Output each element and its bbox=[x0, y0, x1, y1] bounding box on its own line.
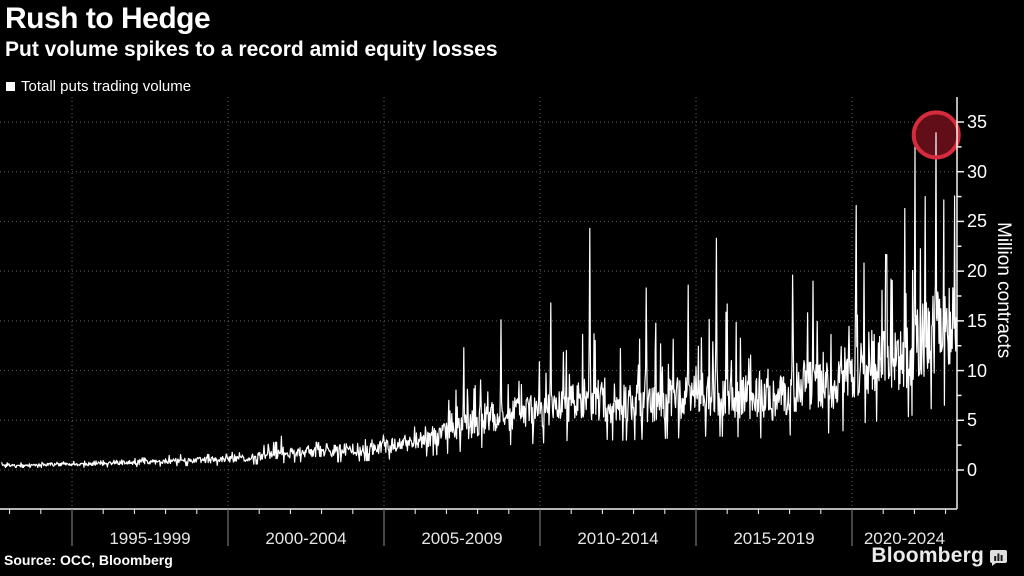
y-tick-label: 35 bbox=[967, 111, 988, 132]
chart-axes bbox=[0, 97, 964, 546]
x-period-label: 2015-2019 bbox=[733, 529, 815, 548]
chart-subtitle: Put volume spikes to a record amid equit… bbox=[5, 38, 498, 61]
y-tick-label: 30 bbox=[967, 161, 988, 182]
record-highlight-circle bbox=[911, 110, 961, 160]
legend-series-label: Totall puts trading volume bbox=[21, 78, 192, 95]
y-tick-label: 15 bbox=[967, 310, 988, 331]
bloomberg-chart-bubble-icon bbox=[990, 550, 1007, 566]
y-axis-title: Million contracts bbox=[993, 222, 1014, 359]
y-tick-label: 10 bbox=[967, 360, 988, 381]
y-tick-label: 5 bbox=[967, 410, 978, 431]
chart-legend: Totall puts trading volume bbox=[6, 78, 191, 95]
chart-gridlines bbox=[0, 97, 957, 508]
x-period-label: 2020-2024 bbox=[863, 529, 946, 548]
x-period-label: 2005-2009 bbox=[421, 529, 503, 548]
y-tick-label: 20 bbox=[967, 261, 988, 282]
x-period-label: 1995-1999 bbox=[109, 529, 191, 548]
source-attribution: Source: OCC, Bloomberg bbox=[4, 552, 173, 568]
y-tick-label: 0 bbox=[967, 460, 978, 480]
puts-volume-line bbox=[1, 132, 958, 469]
x-period-label: 2010-2014 bbox=[577, 529, 659, 548]
bloomberg-logo-text: Bloomberg bbox=[871, 544, 984, 567]
chart-title: Rush to Hedge bbox=[5, 2, 211, 35]
legend-swatch-icon bbox=[6, 82, 15, 91]
y-tick-label: 25 bbox=[967, 211, 988, 232]
x-period-label: 2000-2004 bbox=[265, 529, 347, 548]
